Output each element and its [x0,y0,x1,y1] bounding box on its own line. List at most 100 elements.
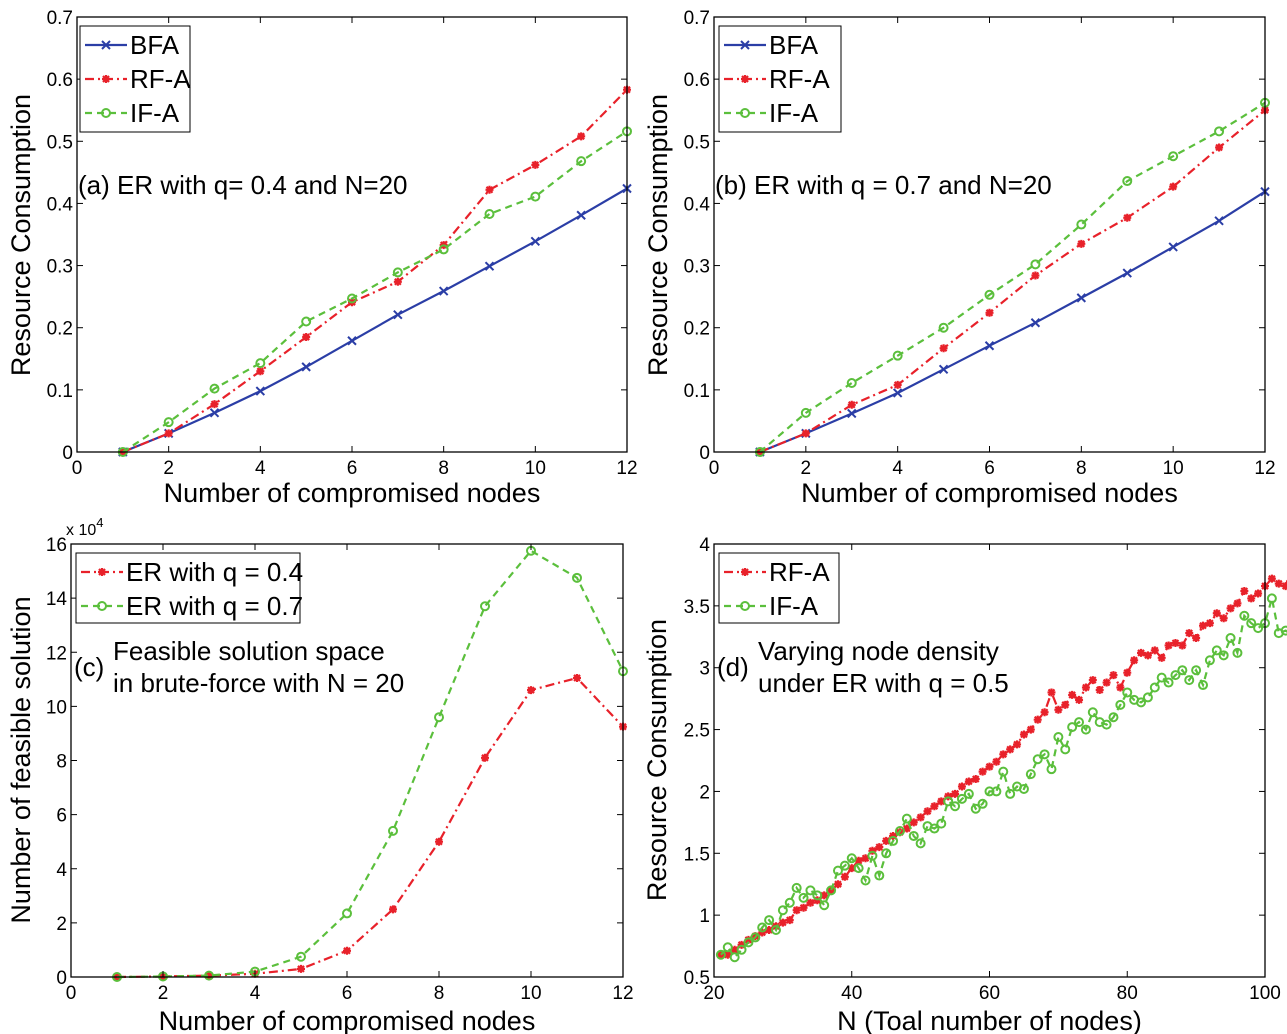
data-point [992,757,1001,766]
series-line [759,101,1266,453]
legend-label: IF-A [769,591,819,621]
data-point [485,185,494,194]
data-point [723,950,732,959]
y-axis-label: Number of feasible solution [6,596,36,923]
data-point [343,946,351,955]
data-point [1214,126,1225,137]
data-point [1088,676,1097,685]
y-tick-label: 2.5 [684,721,710,742]
x-tick-label: 8 [438,458,449,479]
multiplier-base: x 10 [66,522,96,539]
y-tick-label: 4 [56,860,67,881]
legend-label: RF-A [130,64,191,94]
data-point [840,872,849,881]
data-point [1215,143,1224,152]
data-point [901,813,912,824]
data-point [784,897,795,908]
data-point [832,865,843,876]
panel-annotation: (c) [74,652,104,682]
series-rf-a [118,85,631,456]
data-point [908,830,919,841]
x-tick-label: 8 [434,983,445,1004]
data-point [893,380,902,389]
panel-annotation: under ER with q = 0.5 [758,668,1009,698]
data-point [530,236,541,247]
multiplier-exponent: 4 [96,515,103,530]
data-point [1212,609,1221,618]
panel-annotation: (a) ER with q= 0.4 and N=20 [78,170,408,200]
x-tick-label: 12 [616,458,637,479]
data-point [951,789,960,798]
data-point [1169,182,1178,191]
legend-label: ER with q = 0.7 [126,591,303,621]
data-point [1280,625,1287,636]
legend-label: IF-A [130,98,180,128]
data-point [985,762,994,771]
data-point [1019,730,1028,739]
data-point [97,601,107,611]
data-point [938,322,949,333]
series-if-a [754,97,1270,457]
data-point [1246,618,1257,629]
data-point [531,160,540,169]
data-point [393,309,403,320]
data-point [1076,293,1087,303]
data-point [1116,683,1125,692]
y-tick-label: 0 [56,968,67,989]
data-point [572,572,582,583]
data-point [936,818,947,829]
x-tick-label: 0 [66,983,77,1004]
data-point [894,826,905,837]
data-point [1168,151,1179,162]
data-point [785,916,794,925]
y-tick-label: 0.7 [47,8,73,29]
y-tick-label: 0.1 [47,381,73,402]
data-point [1040,708,1049,717]
data-point [1102,678,1111,687]
data-point [964,777,973,786]
y-tick-label: 0 [699,443,710,464]
data-point [577,132,586,141]
data-point [255,386,266,396]
x-axis-label: N (Toal number of nodes) [837,1006,1142,1034]
x-tick-label: 6 [984,458,995,479]
legend-label: BFA [130,30,180,60]
data-point [937,797,946,806]
data-point [943,796,954,807]
data-point [1274,579,1283,588]
data-point [301,316,312,327]
data-point [740,108,750,118]
data-point [970,803,981,814]
data-point [98,568,106,576]
data-point [1240,587,1249,596]
data-point [393,277,402,286]
data-point [950,801,961,812]
legend-box [75,552,301,624]
y-axis-label: Resource Consumption [642,619,672,901]
y-multiplier: x 104 [66,515,103,539]
data-point [827,886,836,895]
legend-box [718,552,840,624]
data-point [1192,634,1201,643]
data-point [978,767,987,776]
x-tick-label: 100 [1249,983,1281,1004]
series-line [759,109,1266,454]
data-point [1219,614,1228,623]
panel-annotation: (b) ER with q = 0.7 and N=20 [715,170,1052,200]
data-point [867,850,878,861]
data-point [819,900,830,911]
data-point [792,906,801,915]
data-point [888,835,899,846]
data-point [999,750,1008,759]
data-point [1060,744,1071,755]
data-point [1226,604,1235,613]
data-point [846,378,857,389]
x-tick-label: 4 [892,458,903,479]
data-point [963,788,974,799]
data-point [984,786,995,797]
data-point [1031,271,1040,280]
data-point [209,408,220,418]
y-tick-label: 0.3 [47,257,73,278]
chart-c: 0 2 4 6 8 10 12 0 2 4 6 8 10 12 14 16 Number of compromi… [6,515,634,1034]
